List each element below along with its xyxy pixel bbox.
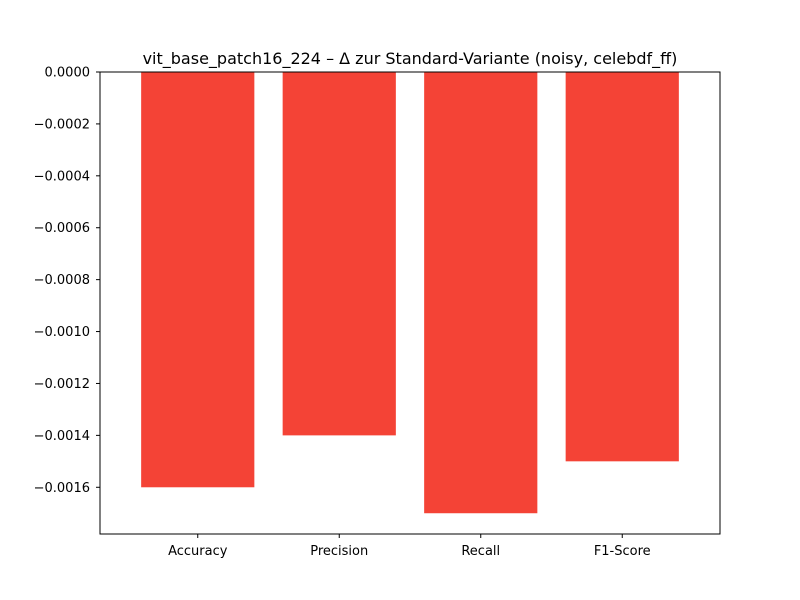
- y-tick-label: −0.0008: [34, 273, 90, 288]
- y-tick-label: −0.0014: [34, 429, 90, 444]
- y-tick-label: −0.0016: [34, 481, 90, 496]
- bars: [141, 72, 679, 514]
- y-tick-label: −0.0004: [34, 169, 90, 184]
- plot-frame: [99, 71, 721, 535]
- y-tick-label: −0.0006: [34, 221, 90, 236]
- y-tick-label: −0.0002: [34, 117, 90, 132]
- x-tick-label: Precision: [310, 544, 368, 559]
- bar-accuracy: [141, 72, 255, 488]
- x-tick-label: Accuracy: [168, 544, 228, 559]
- chart-title: vit_base_patch16_224 – Δ zur Standard-Va…: [143, 49, 678, 69]
- y-tick-label: −0.0010: [34, 325, 90, 340]
- bar-recall: [424, 72, 538, 514]
- y-tick-label: 0.0000: [45, 66, 91, 81]
- bar-precision: [282, 72, 396, 436]
- y-tick-label: −0.0012: [34, 377, 90, 392]
- x-axis: Accuracy Precision Recall F1-Score: [168, 534, 651, 559]
- x-tick-label: F1-Score: [594, 544, 651, 559]
- x-tick-label: Recall: [461, 544, 500, 559]
- y-axis: 0.0000 −0.0002 −0.0004 −0.0006 −0.0008 −0.001…: [34, 66, 100, 496]
- bar-f1-score: [565, 72, 679, 462]
